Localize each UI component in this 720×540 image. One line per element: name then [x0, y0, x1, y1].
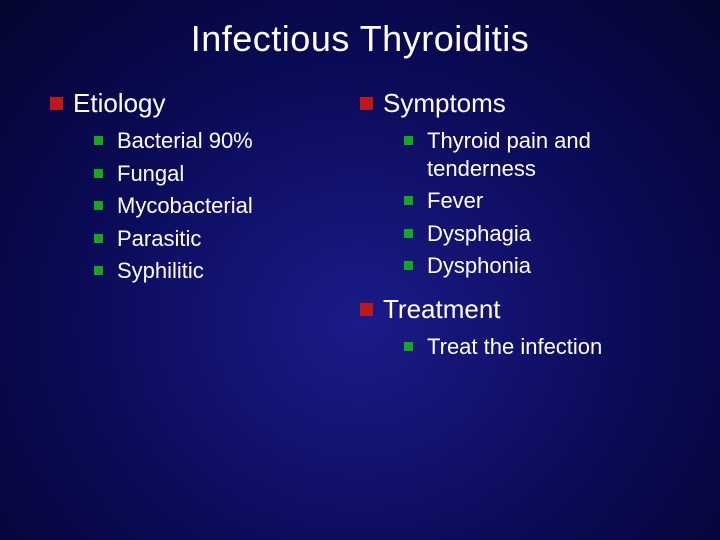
- square-bullet-icon: [94, 266, 103, 275]
- list-item-text: Bacterial 90%: [117, 127, 253, 155]
- list-item-text: Fungal: [117, 160, 184, 188]
- square-bullet-icon: [404, 136, 413, 145]
- square-bullet-icon: [404, 196, 413, 205]
- column-right: Symptoms Thyroid pain and tenderness Fev…: [360, 84, 670, 374]
- list-item: Fungal: [94, 160, 350, 188]
- columns: Etiology Bacterial 90% Fungal Mycobacter…: [20, 84, 700, 374]
- list-item: Bacterial 90%: [94, 127, 350, 155]
- list-item: Fever: [404, 187, 670, 215]
- list-item-text: Syphilitic: [117, 257, 204, 285]
- section-title: Symptoms: [383, 88, 506, 119]
- column-left: Etiology Bacterial 90% Fungal Mycobacter…: [50, 84, 350, 374]
- list-item: Dysphonia: [404, 252, 670, 280]
- section-head-symptoms: Symptoms: [360, 88, 670, 119]
- section-title: Treatment: [383, 294, 501, 325]
- section-head-treatment: Treatment: [360, 294, 670, 325]
- list-item-text: Treat the infection: [427, 333, 602, 361]
- square-bullet-icon: [50, 97, 63, 110]
- list-item: Mycobacterial: [94, 192, 350, 220]
- square-bullet-icon: [94, 136, 103, 145]
- square-bullet-icon: [360, 303, 373, 316]
- list-item-text: Fever: [427, 187, 483, 215]
- list-item-text: Dysphonia: [427, 252, 531, 280]
- square-bullet-icon: [94, 169, 103, 178]
- list-item-text: Mycobacterial: [117, 192, 253, 220]
- square-bullet-icon: [360, 97, 373, 110]
- list-item: Syphilitic: [94, 257, 350, 285]
- list-item: Thyroid pain and tenderness: [404, 127, 670, 182]
- list-item-text: Parasitic: [117, 225, 201, 253]
- square-bullet-icon: [94, 234, 103, 243]
- slide: Infectious Thyroiditis Etiology Bacteria…: [0, 0, 720, 540]
- square-bullet-icon: [94, 201, 103, 210]
- section-title: Etiology: [73, 88, 166, 119]
- section-list-treatment: Treat the infection: [404, 333, 670, 361]
- slide-title: Infectious Thyroiditis: [20, 18, 700, 60]
- list-item-text: Dysphagia: [427, 220, 531, 248]
- square-bullet-icon: [404, 229, 413, 238]
- list-item: Parasitic: [94, 225, 350, 253]
- section-list-etiology: Bacterial 90% Fungal Mycobacterial Paras…: [94, 127, 350, 285]
- square-bullet-icon: [404, 261, 413, 270]
- square-bullet-icon: [404, 342, 413, 351]
- section-list-symptoms: Thyroid pain and tenderness Fever Dyspha…: [404, 127, 670, 280]
- list-item: Treat the infection: [404, 333, 670, 361]
- section-head-etiology: Etiology: [50, 88, 350, 119]
- list-item-text: Thyroid pain and tenderness: [427, 127, 670, 182]
- list-item: Dysphagia: [404, 220, 670, 248]
